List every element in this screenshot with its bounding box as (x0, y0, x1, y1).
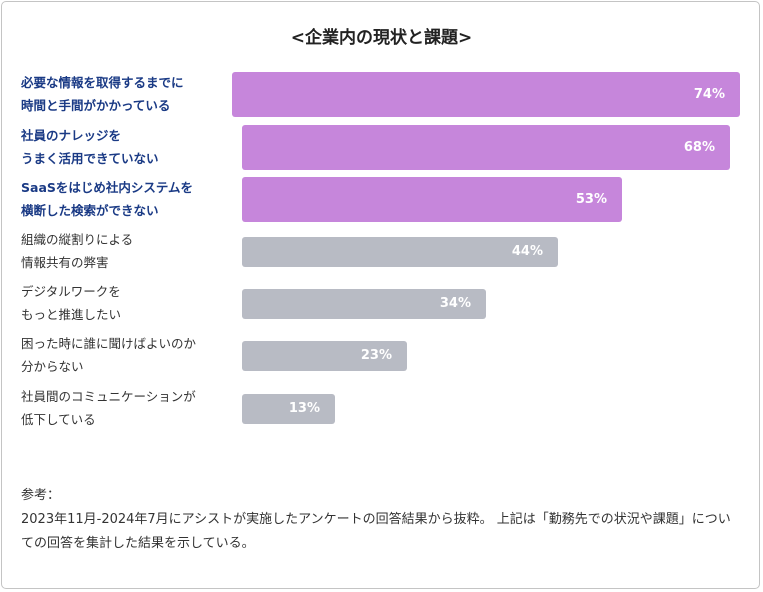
bar (232, 72, 740, 117)
bar (242, 125, 730, 170)
category-label: 必要な情報を取得するまでに 時間と手間がかかっている (21, 71, 184, 117)
bar (242, 237, 558, 267)
category-label: SaaSをはじめ社内システムを 横断した検索ができない (21, 176, 193, 222)
category-label-line: 社員間のコミュニケーションが (21, 389, 196, 404)
category-label-line: デジタルワークを (21, 284, 121, 299)
category-label: 社員間のコミュニケーションが 低下している (21, 385, 196, 431)
category-label-line: うまく活用できていない (21, 151, 159, 166)
category-label-line: SaaSをはじめ社内システムを (21, 180, 194, 195)
category-label-line: 時間と手間がかかっている (21, 98, 171, 113)
bar-value-label: 23% (360, 348, 392, 363)
category-label-line: 横断した検索ができない (21, 203, 159, 218)
note-text: 2023年11月-2024年7月にアシストが実施したアンケートの回答結果から抜粋… (21, 512, 731, 551)
category-label-line: 必要な情報を取得するまでに (21, 75, 184, 90)
bar-value-label: 44% (511, 244, 543, 259)
bar (242, 177, 622, 222)
bar-value-label: 68% (683, 139, 715, 155)
category-label: 困った時に誰に聞けばよいのか 分からない (21, 332, 196, 378)
category-label: デジタルワークを もっと推進したい (21, 280, 121, 326)
bar-value-label: 13% (288, 401, 320, 416)
bar-value-label: 74% (693, 86, 725, 102)
bar-value-label: 53% (575, 191, 607, 207)
bar-value-label: 34% (439, 296, 471, 311)
category-label-line: 情報共有の弊害 (21, 255, 109, 270)
category-label-line: 分からない (21, 359, 84, 374)
category-label: 社員のナレッジをうまく活用できていない (21, 124, 159, 170)
category-label-line: もっと推進したい (21, 307, 122, 322)
note-heading: 参考： (21, 488, 61, 503)
category-label: 組織の縦割りによる 情報共有の弊害 (21, 228, 133, 274)
category-label-line: 低下している (21, 412, 96, 427)
category-label-line: 社員のナレッジを (21, 128, 122, 143)
chart-title: <企業内の現状と課題> (290, 28, 473, 48)
bar (242, 341, 407, 371)
bar (242, 394, 335, 424)
category-label-line: 組織の縦割りによる (21, 232, 134, 247)
bar (242, 289, 486, 319)
category-label-line: 困った時に誰に聞けばよいのか (21, 336, 197, 351)
